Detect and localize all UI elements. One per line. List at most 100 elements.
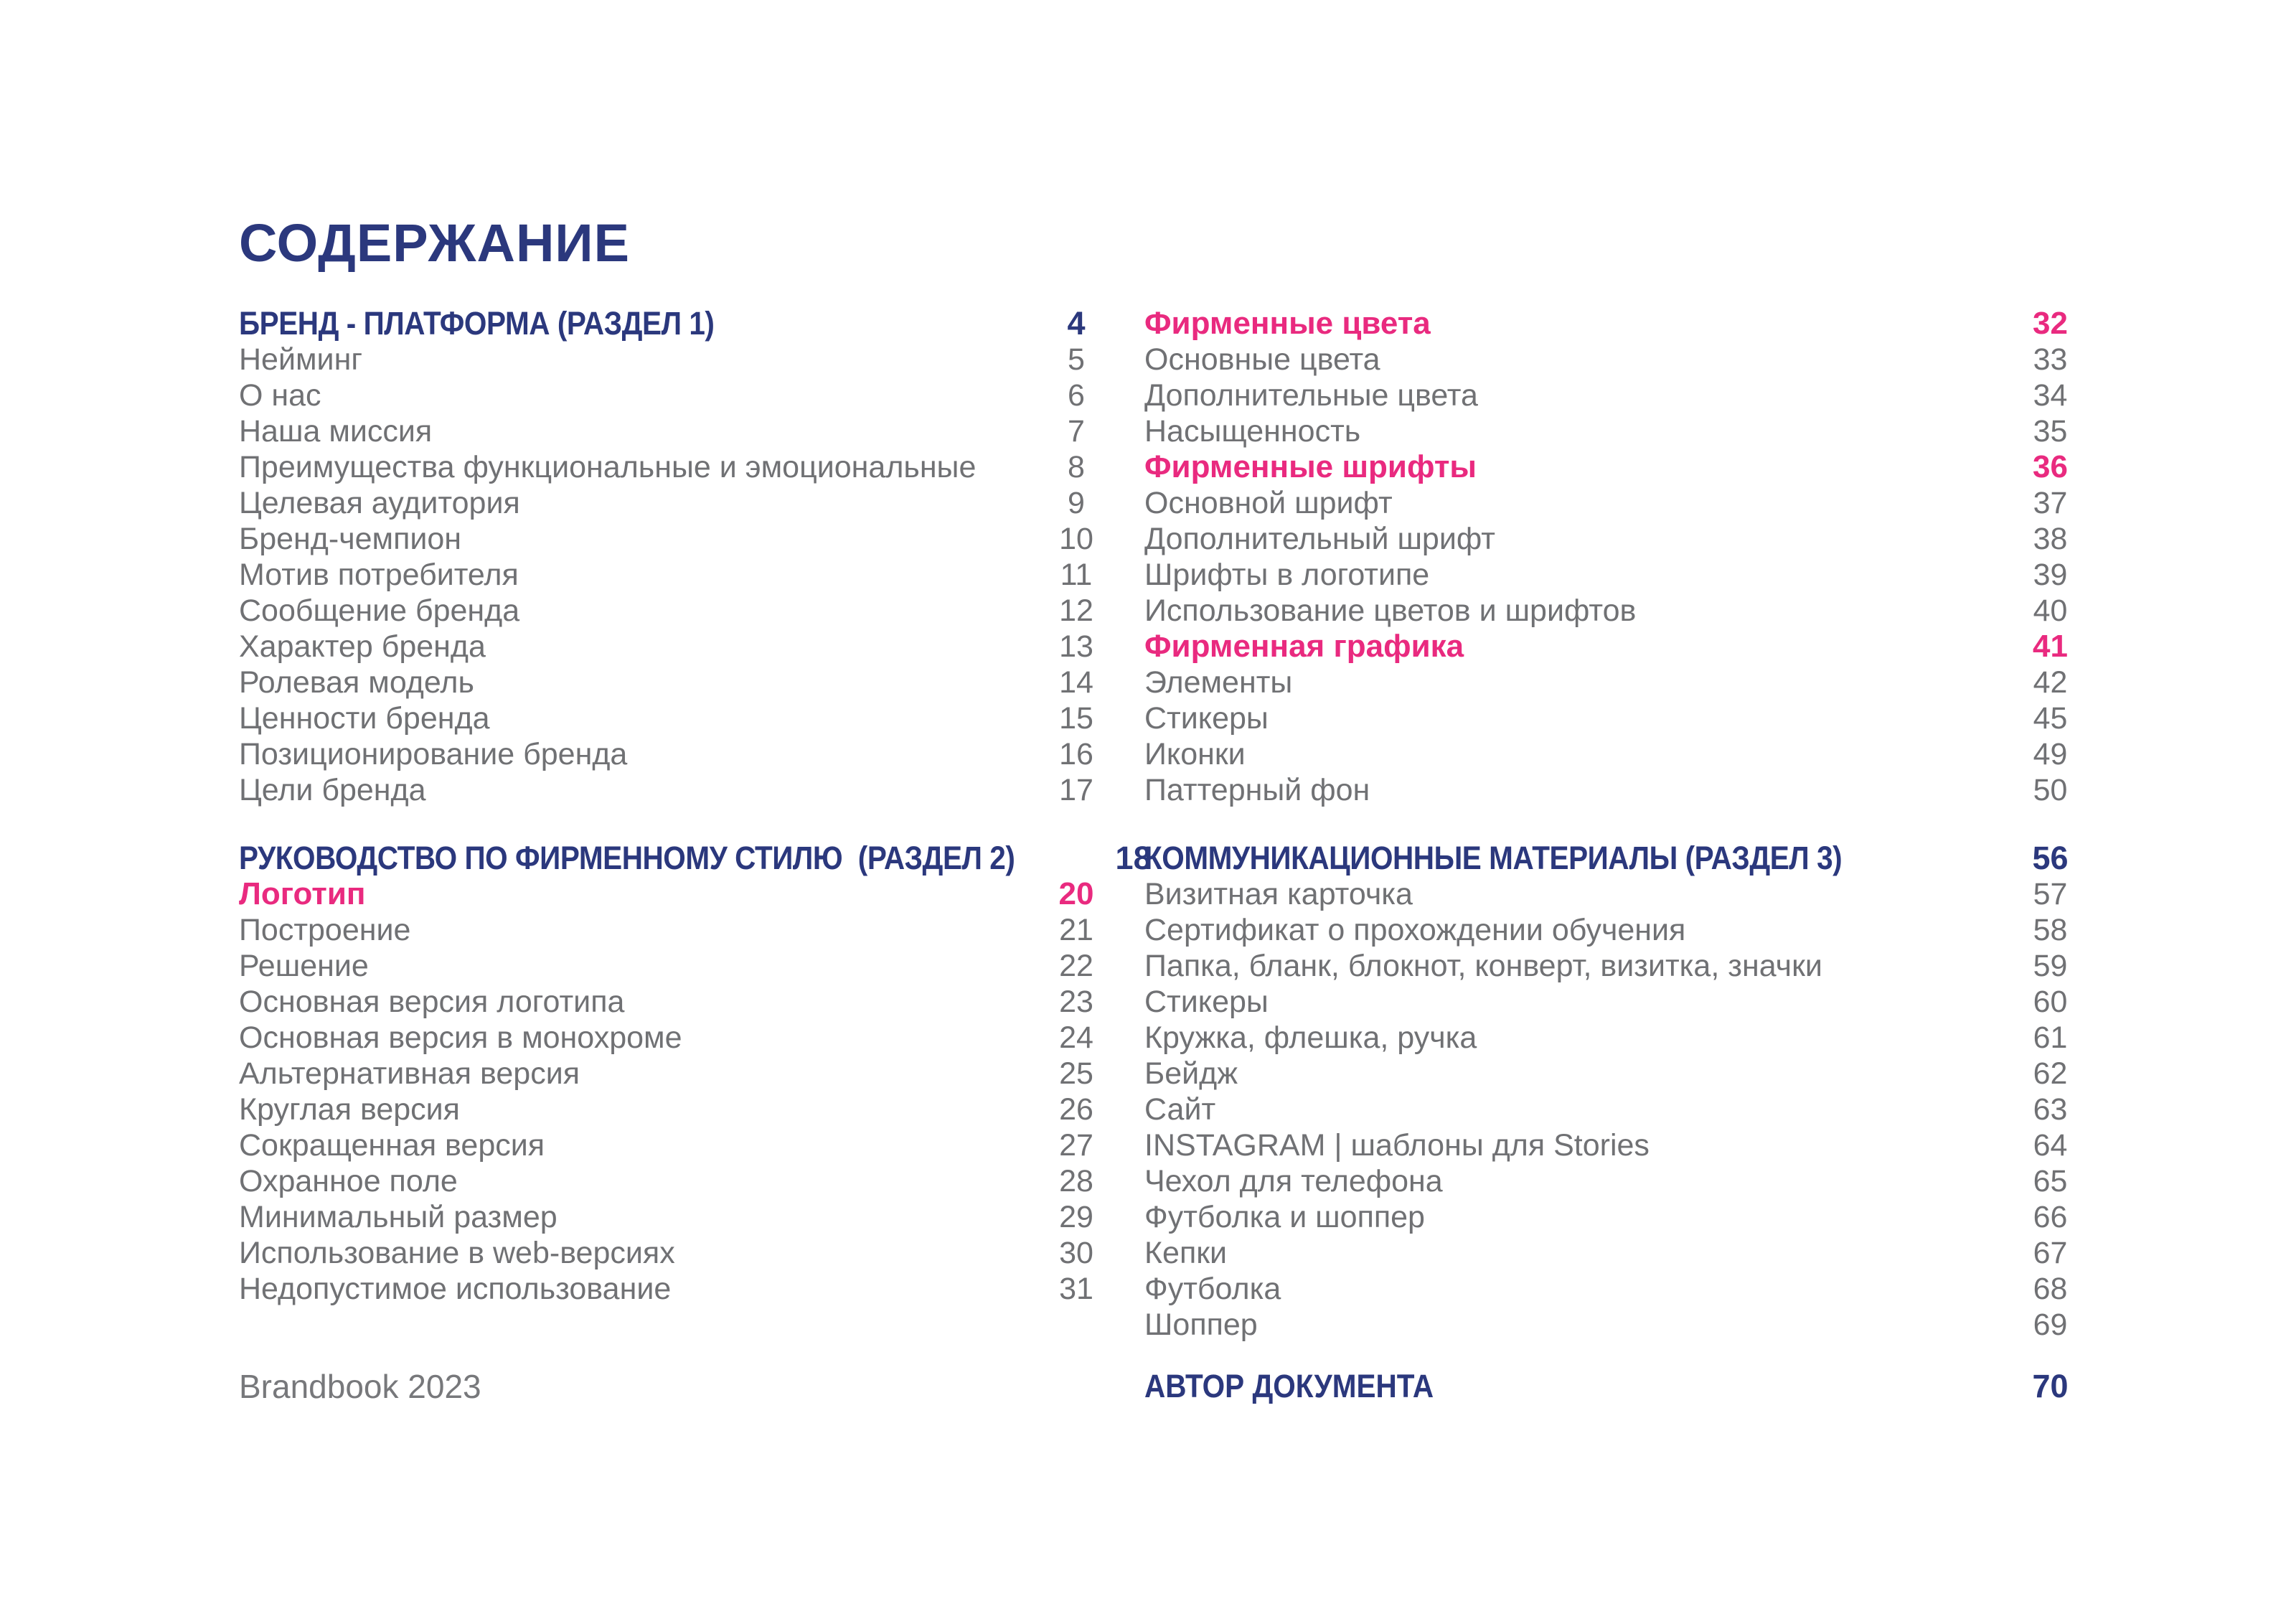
toc-row: INSTAGRAM | шаблоны для Stories 64	[1144, 1127, 2084, 1163]
toc-column-left: БРЕНД - ПЛАТФОРМА (РАЗДЕЛ 1) 4 Нейминг 5 О н…	[239, 305, 1152, 1307]
toc-entry-label: РУКОВОДСТВО ПО ФИРМЕННОМУ СТИЛЮ (РАЗДЕЛ …	[239, 840, 1015, 876]
toc-entry-label: Визитная карточка	[1144, 877, 1413, 911]
toc-entry-label: БРЕНД - ПЛАТФОРМА (РАЗДЕЛ 1)	[239, 305, 715, 342]
toc-entry-page-number: 31	[1059, 1272, 1093, 1306]
toc-entry-page-number: 26	[1059, 1092, 1093, 1127]
toc-entry-label: Основная версия в монохроме	[239, 1020, 682, 1055]
toc-entry-label: Папка, бланк, блокнот, конверт, визитка,…	[1144, 949, 1822, 983]
toc-entry-label: Стикеры	[1144, 985, 1269, 1019]
toc-entry-label: Позиционирование бренда	[239, 737, 628, 771]
toc-entry-page-number: 56	[2032, 840, 2069, 876]
toc-entry-page-number: 49	[2033, 737, 2068, 771]
toc-entry-page-number: 18	[1115, 840, 1152, 876]
toc-entry-page-number: 33	[2033, 342, 2068, 377]
column-gap	[1144, 808, 2084, 840]
toc-entry-page-number: 24	[1059, 1020, 1093, 1055]
toc-entry-page-number: 23	[1059, 985, 1093, 1019]
toc-entry-page-number: 12	[1059, 593, 1093, 628]
toc-entry-label: INSTAGRAM | шаблоны для Stories	[1144, 1128, 1650, 1163]
toc-row: Футболка 68	[1144, 1271, 2084, 1307]
toc-row: Дополнительный шрифт 38	[1144, 521, 2084, 557]
toc-row: Ролевая модель 14	[239, 665, 1109, 700]
toc-entry-label: Сообщение бренда	[239, 593, 520, 628]
toc-row: Сокращенная версия 27	[239, 1127, 1109, 1163]
toc-entry-label: Футболка и шоппер	[1144, 1200, 1425, 1234]
toc-entry-page-number: 6	[1068, 378, 1085, 413]
toc-entry-label: Бейдж	[1144, 1056, 1238, 1091]
toc-entry-page-number: 62	[2033, 1056, 2068, 1091]
toc-row: Преимущества функциональные и эмоциональ…	[239, 449, 1109, 485]
toc-entry-page-number: 39	[2033, 558, 2068, 592]
toc-row: Дополнительные цвета 34	[1144, 377, 2084, 413]
toc-row: О нас 6	[239, 377, 1109, 413]
toc-row: Стикеры 45	[1144, 700, 2084, 736]
toc-entry-page-number: 21	[1059, 913, 1093, 947]
toc-row: Сообщение бренда 12	[239, 593, 1109, 629]
toc-row: Круглая версия 26	[239, 1092, 1109, 1127]
toc-entry-label: Сайт	[1144, 1092, 1216, 1127]
toc-row: Мотив потребителя 11	[239, 557, 1109, 593]
toc-row: Фирменные шрифты 36	[1144, 449, 2084, 485]
toc-entry-label: Характер бренда	[239, 629, 486, 664]
toc-entry-label: Нейминг	[239, 342, 362, 377]
toc-row: Визитная карточка 57	[1144, 876, 2084, 912]
toc-entry-page-number: 27	[1059, 1128, 1093, 1163]
toc-row: Использование цветов и шрифтов 40	[1144, 593, 2084, 629]
toc-row: Элементы 42	[1144, 665, 2084, 700]
toc-row: Иконки 49	[1144, 736, 2084, 772]
toc-entry-label: Целевая аудитория	[239, 486, 520, 520]
toc-entry-label: Основная версия логотипа	[239, 985, 625, 1019]
toc-entry-label: Бренд-чемпион	[239, 522, 462, 556]
toc-row: Наша миссия 7	[239, 413, 1109, 449]
toc-entry-label: О нас	[239, 378, 321, 413]
toc-entry-page-number: 38	[2033, 522, 2068, 556]
toc-column-right: Фирменные цвета 32 Основные цвета 33 Дополни…	[1144, 306, 2084, 1343]
toc-row: Альтернативная версия 25	[239, 1056, 1109, 1092]
toc-row: Характер бренда 13	[239, 629, 1109, 665]
toc-row: Построение 21	[239, 912, 1109, 948]
toc-entry-page-number: 17	[1059, 773, 1093, 807]
toc-entry-label: Сертификат о прохождении обучения	[1144, 913, 1686, 947]
toc-entry-page-number: 68	[2033, 1272, 2068, 1306]
toc-entry-page-number: 58	[2033, 913, 2068, 947]
toc-entry-page-number: 13	[1059, 629, 1093, 664]
toc-entry-page-number: 63	[2033, 1092, 2068, 1127]
toc-entry-label: Цели бренда	[239, 773, 426, 807]
toc-row: Бейдж 62	[1144, 1056, 2084, 1092]
toc-entry-page-number: 11	[1060, 558, 1093, 592]
toc-entry-page-number: 66	[2033, 1200, 2068, 1234]
toc-entry-page-number: 5	[1068, 342, 1085, 377]
toc-row: Сайт 63	[1144, 1092, 2084, 1127]
toc-entry-label: Шоппер	[1144, 1308, 1258, 1342]
toc-entry-label: Решение	[239, 949, 369, 983]
toc-row: Сертификат о прохождении обучения 58	[1144, 912, 2084, 948]
toc-entry-label: Иконки	[1144, 737, 1246, 771]
toc-entry-label: Использование в web-версиях	[239, 1236, 675, 1270]
toc-entry-page-number: 9	[1068, 486, 1085, 520]
toc-entry-page-number: 41	[2033, 629, 2068, 664]
toc-entry-page-number: 45	[2033, 701, 2068, 736]
toc-entry-page-number: 20	[1058, 876, 1094, 911]
toc-entry-page-number: 69	[2033, 1308, 2068, 1342]
footer-brandbook-label: Brandbook 2023	[239, 1368, 481, 1405]
toc-entry-page-number: 15	[1059, 701, 1093, 736]
toc-entry-page-number: 7	[1068, 414, 1085, 449]
toc-row: КОММУНИКАЦИОННЫЕ МАТЕРИАЛЫ (РАЗДЕЛ 3) 56	[1144, 840, 2084, 876]
toc-entry-page-number: 14	[1059, 665, 1093, 700]
toc-entry-label: Кружка, флешка, ручка	[1144, 1020, 1477, 1055]
toc-entry-label: Построение	[239, 913, 411, 947]
toc-entry-page-number: 30	[1059, 1236, 1093, 1270]
toc-entry-page-number: 40	[2033, 593, 2068, 628]
toc-row: Бренд-чемпион 10	[239, 521, 1109, 557]
toc-entry-page-number: 34	[2033, 378, 2068, 413]
toc-entry-label: Шрифты в логотипе	[1144, 558, 1430, 592]
toc-entry-page-number: 10	[1059, 522, 1093, 556]
toc-entry-page-number: 36	[2033, 449, 2068, 484]
footer-author-page-number: 70	[2032, 1368, 2069, 1404]
toc-row: Нейминг 5	[239, 342, 1109, 377]
toc-entry-page-number: 64	[2033, 1128, 2068, 1163]
toc-row: Кепки 67	[1144, 1235, 2084, 1271]
toc-entry-label: Охранное поле	[239, 1164, 458, 1198]
toc-entry-label: Фирменная графика	[1144, 629, 1464, 664]
